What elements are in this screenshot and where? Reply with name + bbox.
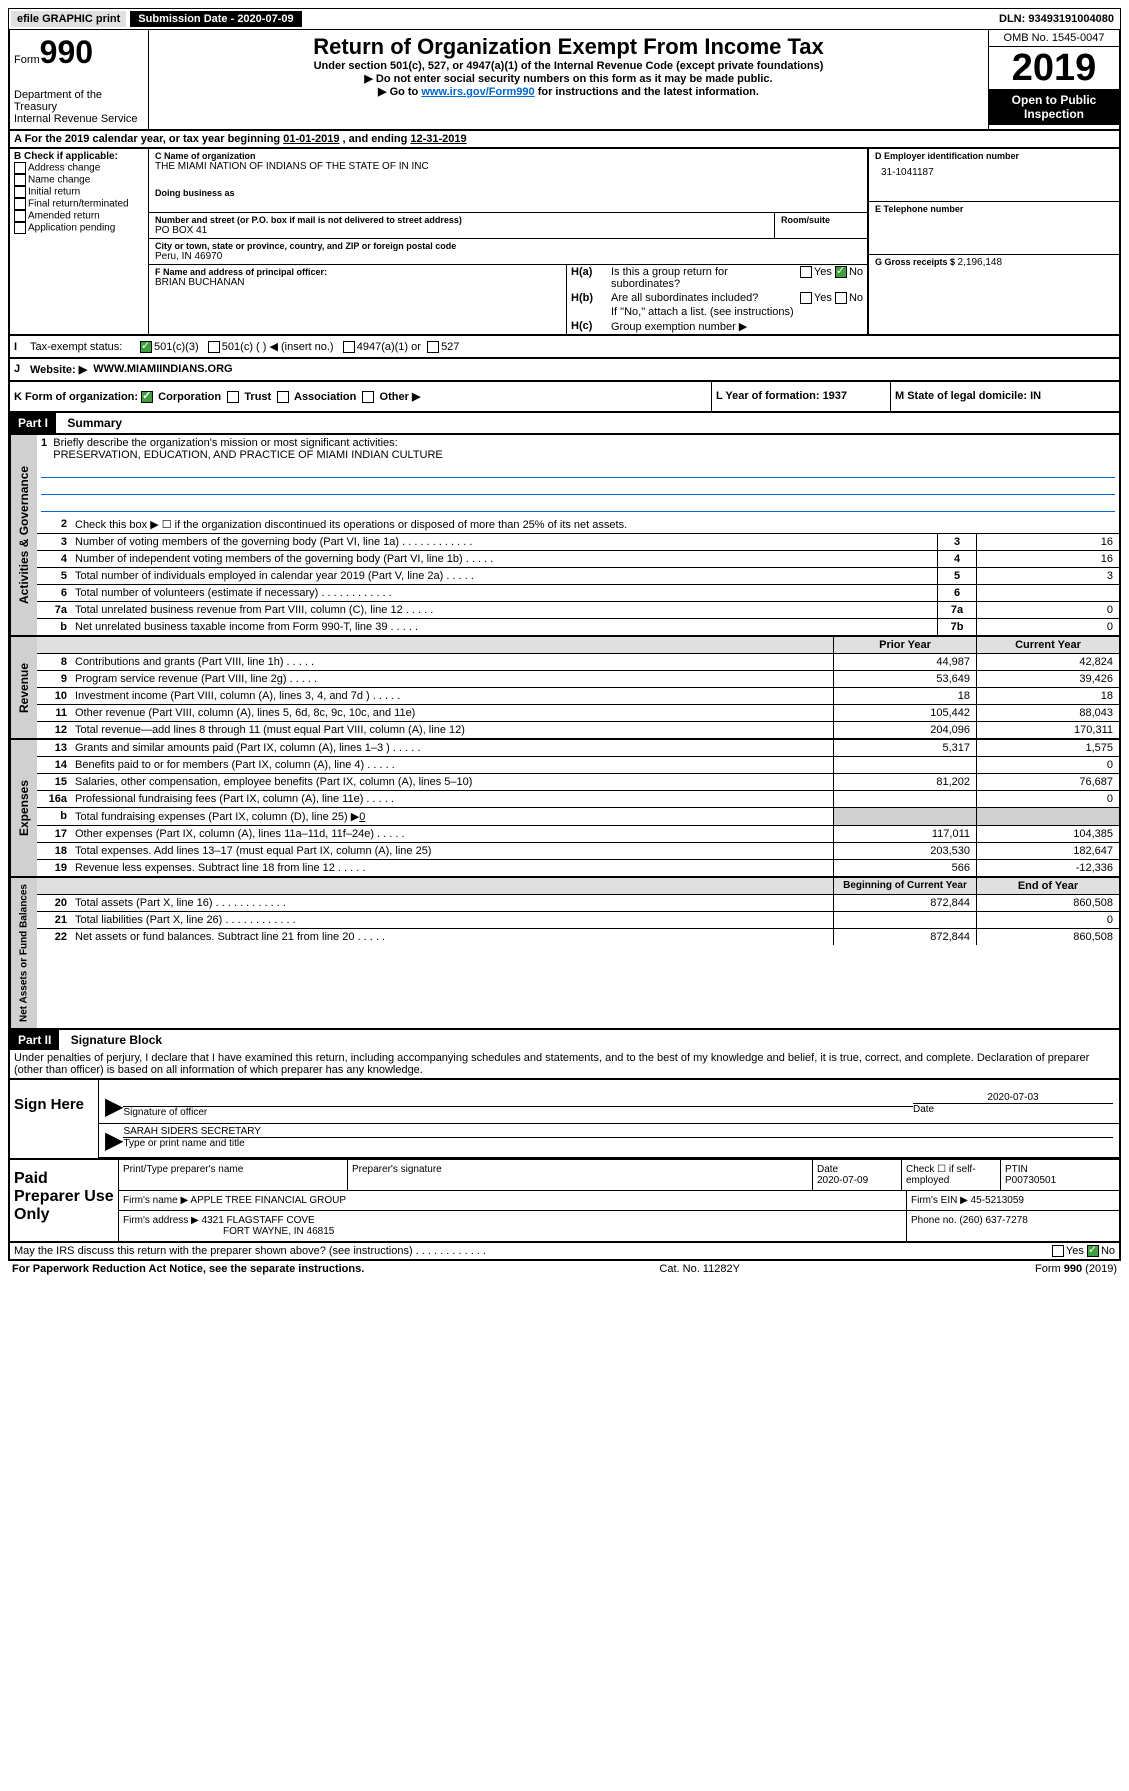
principal-officer: BRIAN BUCHANAN bbox=[155, 277, 560, 288]
header-left: Form990 Department of the Treasury Inter… bbox=[10, 30, 149, 129]
checkbox-501c3[interactable] bbox=[140, 341, 152, 353]
checkbox-final-return[interactable] bbox=[14, 198, 26, 210]
checkbox-discuss-yes[interactable] bbox=[1052, 1245, 1064, 1257]
instr-2: ▶ Go to www.irs.gov/Form990 for instruct… bbox=[153, 85, 984, 98]
arrow-icon: ▶ bbox=[105, 1126, 123, 1155]
paid-preparer-section: Paid Preparer Use Only Print/Type prepar… bbox=[10, 1158, 1119, 1243]
right-info: D Employer identification number 31-1041… bbox=[868, 149, 1119, 334]
irs-label: Internal Revenue Service bbox=[14, 113, 144, 125]
checkbox-name-change[interactable] bbox=[14, 174, 26, 186]
irs-link[interactable]: www.irs.gov/Form990 bbox=[421, 86, 534, 98]
part-i-title: Summary bbox=[59, 416, 122, 430]
checkbox-application-pending[interactable] bbox=[14, 222, 26, 234]
checkbox-ha-no[interactable] bbox=[835, 266, 847, 278]
org-name: THE MIAMI NATION OF INDIANS OF THE STATE… bbox=[155, 161, 861, 172]
checkbox-4947[interactable] bbox=[343, 341, 355, 353]
checkbox-527[interactable] bbox=[427, 341, 439, 353]
form-label: Form bbox=[14, 54, 40, 66]
part-i-header: Part I bbox=[10, 413, 56, 433]
sign-here-section: Sign Here ▶ Signature of officer 2020-07… bbox=[10, 1078, 1119, 1158]
vert-revenue: Revenue bbox=[10, 637, 37, 738]
vert-net-assets: Net Assets or Fund Balances bbox=[10, 878, 37, 1028]
checkbox-other[interactable] bbox=[362, 391, 374, 403]
footer: For Paperwork Reduction Act Notice, see … bbox=[8, 1261, 1121, 1277]
firm-addr1: 4321 FLAGSTAFF COVE bbox=[202, 1215, 315, 1226]
firm-ein: 45-5213059 bbox=[971, 1195, 1024, 1206]
top-bar: efile GRAPHIC print Submission Date - 20… bbox=[8, 8, 1121, 30]
val-5: 3 bbox=[976, 568, 1119, 584]
checkbox-initial-return[interactable] bbox=[14, 186, 26, 198]
expenses-section: Expenses 13Grants and similar amounts pa… bbox=[8, 740, 1121, 878]
gross-receipts: 2,196,148 bbox=[958, 257, 1003, 268]
row-i-tax-exempt: I Tax-exempt status: 501(c)(3) 501(c) ( … bbox=[8, 336, 1121, 359]
part-ii-header: Part II bbox=[10, 1030, 59, 1050]
org-info: C Name of organization THE MIAMI NATION … bbox=[149, 149, 868, 334]
firm-phone: (260) 637-7278 bbox=[959, 1215, 1027, 1226]
checkbox-hb-no[interactable] bbox=[835, 292, 847, 304]
row-j-website: J Website: ▶ WWW.MIAMIINDIANS.ORG bbox=[8, 359, 1121, 382]
checkbox-assoc[interactable] bbox=[277, 391, 289, 403]
instr-1: ▶ Do not enter social security numbers o… bbox=[153, 72, 984, 85]
org-city: Peru, IN 46970 bbox=[155, 251, 861, 262]
mission-text: PRESERVATION, EDUCATION, AND PRACTICE OF… bbox=[53, 449, 443, 461]
ptin: P00730501 bbox=[1005, 1175, 1115, 1186]
paid-preparer-label: Paid Preparer Use Only bbox=[10, 1160, 118, 1241]
checkbox-trust[interactable] bbox=[227, 391, 239, 403]
tax-year: 2019 bbox=[989, 47, 1119, 89]
row-a-tax-year: A For the 2019 calendar year, or tax yea… bbox=[8, 131, 1121, 149]
vert-governance: Activities & Governance bbox=[10, 435, 37, 635]
checkbox-hb-yes[interactable] bbox=[800, 292, 812, 304]
firm-addr2: FORT WAYNE, IN 46815 bbox=[223, 1226, 334, 1237]
arrow-icon: ▶ bbox=[105, 1092, 123, 1121]
year-formation: 1937 bbox=[823, 390, 847, 402]
dept-treasury: Department of the Treasury bbox=[14, 89, 144, 113]
perjury-text: Under penalties of perjury, I declare th… bbox=[10, 1050, 1119, 1078]
checkbox-address-change[interactable] bbox=[14, 162, 26, 174]
vert-expenses: Expenses bbox=[10, 740, 37, 876]
val-7a: 0 bbox=[976, 602, 1119, 618]
cat-no: Cat. No. 11282Y bbox=[659, 1263, 740, 1275]
officer-name: SARAH SIDERS SECRETARY bbox=[123, 1126, 1113, 1138]
val-7b: 0 bbox=[976, 619, 1119, 635]
form-subtitle: Under section 501(c), 527, or 4947(a)(1)… bbox=[153, 60, 984, 72]
governance-section: Activities & Governance 1 Briefly descri… bbox=[8, 435, 1121, 637]
form-header: Form990 Department of the Treasury Inter… bbox=[8, 30, 1121, 131]
state-domicile: IN bbox=[1030, 390, 1041, 402]
checkbox-ha-yes[interactable] bbox=[800, 266, 812, 278]
val-3: 16 bbox=[976, 534, 1119, 550]
sign-here-label: Sign Here bbox=[10, 1080, 99, 1158]
row-k: K Form of organization: Corporation Trus… bbox=[8, 382, 1121, 413]
form-footer: Form 990 (2019) bbox=[1035, 1263, 1117, 1275]
net-assets-section: Net Assets or Fund Balances Beginning of… bbox=[8, 878, 1121, 1030]
paperwork-notice: For Paperwork Reduction Act Notice, see … bbox=[12, 1263, 364, 1275]
checkbox-discuss-no[interactable] bbox=[1087, 1245, 1099, 1257]
dln-label: DLN: 93493191004080 bbox=[999, 13, 1118, 25]
website-url: WWW.MIAMIINDIANS.ORG bbox=[93, 363, 232, 376]
firm-name: APPLE TREE FINANCIAL GROUP bbox=[190, 1195, 346, 1206]
omb-number: OMB No. 1545-0047 bbox=[989, 30, 1119, 47]
val-4: 16 bbox=[976, 551, 1119, 567]
checkbox-501c[interactable] bbox=[208, 341, 220, 353]
val-6 bbox=[976, 585, 1119, 601]
ein: 31-1041187 bbox=[875, 161, 1113, 184]
check-if-applicable: B Check if applicable: Address change Na… bbox=[10, 149, 149, 334]
submission-date-btn[interactable]: Submission Date - 2020-07-09 bbox=[130, 11, 301, 27]
checkbox-corp[interactable] bbox=[141, 391, 153, 403]
part-ii-title: Signature Block bbox=[63, 1033, 162, 1047]
org-address: PO BOX 41 bbox=[155, 225, 768, 236]
form-title: Return of Organization Exempt From Incom… bbox=[153, 34, 984, 60]
efile-label[interactable]: efile GRAPHIC print bbox=[11, 11, 126, 27]
revenue-section: Revenue Prior YearCurrent Year 8Contribu… bbox=[8, 637, 1121, 740]
checkbox-amended[interactable] bbox=[14, 210, 26, 222]
header-right: OMB No. 1545-0047 2019 Open to Public In… bbox=[988, 30, 1119, 129]
section-b: B Check if applicable: Address change Na… bbox=[8, 149, 1121, 336]
open-public-badge: Open to Public Inspection bbox=[989, 89, 1119, 125]
header-center: Return of Organization Exempt From Incom… bbox=[149, 30, 988, 129]
form-990-number: 990 bbox=[40, 34, 93, 70]
part-ii: Part II Signature Block Under penalties … bbox=[8, 1030, 1121, 1261]
